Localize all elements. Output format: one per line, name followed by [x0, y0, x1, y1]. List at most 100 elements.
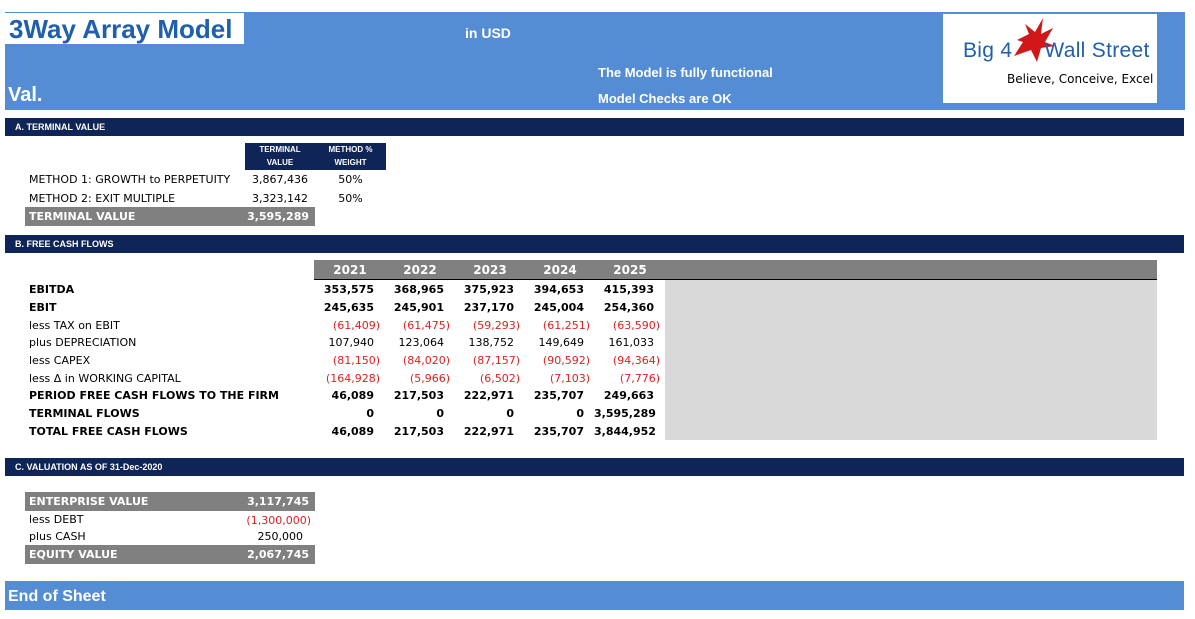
section-terminal-value: A. TERMINAL VALUE — [5, 118, 1184, 136]
fcf-cell: (61,475) — [402, 319, 450, 332]
currency-label: in USD — [465, 25, 511, 41]
fcf-row-label: EBITDA — [29, 283, 75, 296]
fcf-row-label: less CAPEX — [29, 354, 91, 367]
header-terminal-value: TERMINAL VALUE — [245, 143, 315, 170]
method-1-value: 3,867,436 — [252, 173, 308, 186]
fcf-cell: 217,503 — [393, 389, 444, 402]
fcf-cell: 46,089 — [331, 425, 374, 438]
year-header-bar: 2021 2022 2023 2024 2025 — [314, 260, 1157, 279]
header-method-weight: METHOD % WEIGHT — [315, 143, 386, 170]
fcf-cell: 3,595,289 — [594, 407, 656, 420]
fcf-cell: 235,707 — [533, 425, 584, 438]
logo-text-left: Big 4 — [963, 39, 1013, 62]
year-2024: 2024 — [543, 263, 577, 277]
ev-value: 3,117,745 — [247, 495, 309, 508]
fcf-row-label: plus DEPRECIATION — [29, 336, 137, 349]
equity-label: EQUITY VALUE — [29, 548, 118, 561]
header-line: WEIGHT — [334, 158, 367, 167]
fcf-cell: 3,844,952 — [594, 425, 656, 438]
equity-value: 2,067,745 — [247, 548, 309, 561]
status-checks: Model Checks are OK — [598, 91, 732, 106]
fcf-cell: 249,663 — [603, 389, 654, 402]
total-value: 3,595,289 — [247, 210, 309, 223]
fcf-cell: 222,971 — [463, 425, 514, 438]
fcf-cell: (94,364) — [612, 354, 660, 367]
company-logo: Big 4 Wall Street Believe, Conceive, Exce… — [943, 14, 1157, 103]
fcf-row-label: less TAX on EBIT — [29, 319, 120, 332]
section-title: C. VALUATION AS OF 31-Dec-2020 — [15, 462, 163, 472]
fcf-cell: 235,707 — [533, 389, 584, 402]
fcf-cell: 46,089 — [331, 389, 374, 402]
total-label: TERMINAL VALUE — [29, 210, 136, 223]
fcf-cell: 237,170 — [463, 301, 514, 314]
fcf-cell: 245,004 — [533, 301, 584, 314]
year-2022: 2022 — [403, 263, 437, 277]
debt-value: (1,300,000) — [246, 514, 311, 527]
fcf-cell: (7,103) — [549, 372, 590, 385]
fcf-cell: 0 — [436, 407, 444, 420]
fcf-row-label: less Δ in WORKING CAPITAL — [29, 372, 181, 385]
fcf-cell: (90,592) — [542, 354, 590, 367]
eagle-icon — [1014, 18, 1055, 62]
header-line: METHOD % — [328, 145, 373, 154]
method-2-label: METHOD 2: EXIT MULTIPLE — [29, 192, 176, 205]
logo-tagline: Believe, Conceive, Excel — [1007, 72, 1154, 86]
fcf-cell: 368,965 — [393, 283, 444, 296]
header-line: VALUE — [266, 158, 294, 167]
year-2021: 2021 — [333, 263, 367, 277]
ev-label: ENTERPRISE VALUE — [29, 495, 149, 508]
debt-label: less DEBT — [29, 513, 84, 526]
empty-forecast-area — [665, 279, 1157, 440]
section-title: B. FREE CASH FLOWS — [15, 239, 114, 249]
fcf-cell: (61,409) — [332, 319, 380, 332]
model-title: 3Way Array Model — [9, 14, 233, 44]
fcf-cell: 394,653 — [533, 283, 584, 296]
title-box — [5, 13, 244, 44]
fcf-cell: 353,575 — [323, 283, 374, 296]
year-2023: 2023 — [473, 263, 507, 277]
sheet-subtitle: Val. — [8, 84, 43, 106]
section-free-cash-flows: B. FREE CASH FLOWS — [5, 235, 1184, 253]
header-line: TERMINAL — [259, 145, 301, 154]
fcf-cell: 217,503 — [393, 425, 444, 438]
fcf-cell: (7,776) — [619, 372, 660, 385]
fcf-cell: 375,923 — [463, 283, 514, 296]
end-of-sheet: End of Sheet — [8, 588, 106, 605]
fcf-cell: 123,064 — [398, 336, 445, 349]
fcf-cell: 245,901 — [393, 301, 444, 314]
equity-value-row: EQUITY VALUE 2,067,745 — [25, 545, 315, 564]
cash-value: 250,000 — [257, 530, 304, 543]
enterprise-value-row: ENTERPRISE VALUE 3,117,745 — [25, 492, 315, 511]
status-functional: The Model is fully functional — [598, 65, 773, 80]
fcf-cell: 161,033 — [608, 336, 655, 349]
fcf-row-label: TOTAL FREE CASH FLOWS — [29, 425, 188, 438]
fcf-cell: (59,293) — [472, 319, 520, 332]
method-1-weight: 50% — [338, 173, 363, 186]
fcf-cell: 0 — [366, 407, 374, 420]
fcf-row-label: EBIT — [29, 301, 57, 314]
year-2025: 2025 — [613, 263, 647, 277]
header-divider — [314, 279, 1157, 280]
cash-label: plus CASH — [29, 530, 86, 543]
fcf-cell: (164,928) — [325, 372, 380, 385]
terminal-value-total: TERMINAL VALUE 3,595,289 — [25, 207, 315, 226]
footer-band — [5, 581, 1184, 610]
fcf-cell: (87,157) — [472, 354, 520, 367]
section-valuation: C. VALUATION AS OF 31-Dec-2020 — [5, 458, 1184, 476]
fcf-cell: 0 — [576, 407, 584, 420]
method-2-value: 3,323,142 — [252, 192, 308, 205]
logo-text-right: Wall Street — [1044, 39, 1150, 62]
fcf-cell: (61,251) — [542, 319, 590, 332]
fcf-row-label: PERIOD FREE CASH FLOWS TO THE FIRM — [29, 389, 279, 402]
fcf-cell: 107,940 — [328, 336, 375, 349]
method-2-weight: 50% — [338, 192, 363, 205]
fcf-cell: 149,649 — [538, 336, 585, 349]
fcf-cell: (5,966) — [409, 372, 450, 385]
fcf-cell: 245,635 — [323, 301, 374, 314]
fcf-row-label: TERMINAL FLOWS — [29, 407, 140, 420]
fcf-cell: (6,502) — [479, 372, 520, 385]
fcf-cell: 254,360 — [603, 301, 654, 314]
fcf-cell: 0 — [506, 407, 514, 420]
fcf-cell: 415,393 — [603, 283, 654, 296]
fcf-cell: (63,590) — [612, 319, 660, 332]
